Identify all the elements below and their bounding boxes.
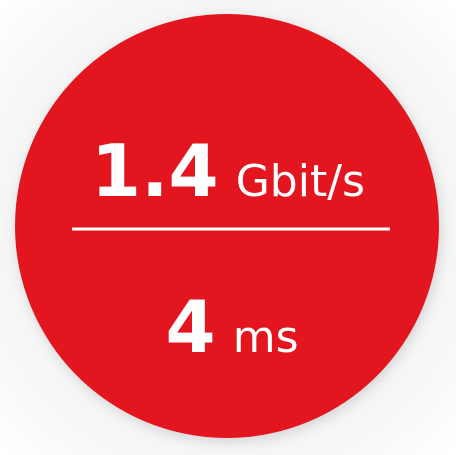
speed: 1.4 Gbit/s (91, 129, 365, 213)
latency-value: 4 (166, 285, 216, 369)
red-circle (15, 14, 439, 438)
latency: 4 ms (166, 285, 299, 369)
speed-value: 1.4 (91, 129, 219, 213)
latency-unit: ms (233, 312, 299, 363)
speed-unit: Gbit/s (236, 156, 365, 207)
